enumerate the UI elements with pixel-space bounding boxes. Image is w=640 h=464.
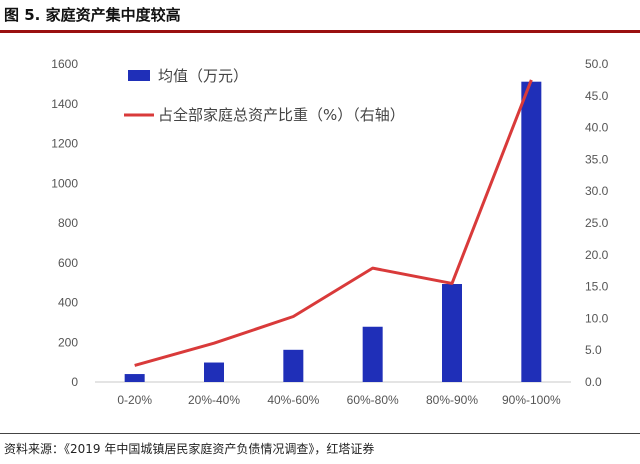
left-tick-label: 800 (58, 216, 78, 230)
x-tick-label: 60%-80% (347, 393, 399, 407)
bar (204, 362, 224, 382)
x-tick-label: 90%-100% (502, 393, 561, 407)
left-tick-label: 400 (58, 296, 78, 310)
figure-title: 图 5. 家庭资产集中度较高 (4, 6, 181, 24)
bar (283, 349, 304, 382)
share-line (134, 79, 533, 367)
right-tick-label: 5.0 (585, 343, 602, 357)
bar (442, 284, 462, 382)
x-tick-label: 40%-60% (267, 393, 319, 407)
x-tick-label: 80%-90% (426, 393, 478, 407)
title-rule (0, 30, 640, 33)
right-tick-label: 0.0 (585, 375, 602, 389)
right-tick-label: 35.0 (585, 152, 609, 166)
left-tick-label: 1400 (51, 97, 78, 111)
right-tick-label: 20.0 (585, 248, 609, 262)
right-axis: 0.0 5.0 10.0 15.0 20.0 25.0 30.0 35.0 40.0 45.0 50… (585, 57, 609, 389)
left-tick-label: 1200 (51, 137, 78, 151)
footer-rule (0, 433, 640, 434)
legend-bar-swatch (128, 70, 150, 81)
left-tick-label: 200 (58, 335, 78, 349)
right-tick-label: 15.0 (585, 280, 609, 294)
right-tick-label: 10.0 (585, 311, 609, 325)
bar-series (124, 81, 542, 382)
legend-bar-label: 均值（万元） (158, 67, 248, 85)
left-tick-label: 0 (71, 375, 78, 389)
right-tick-label: 50.0 (585, 57, 609, 71)
left-axis: 0 200 400 600 800 1000 1200 1400 1600 (51, 57, 78, 389)
left-tick-label: 1000 (51, 176, 78, 190)
bar (521, 81, 542, 382)
source-note: 资料来源：《2019 年中国城镇居民家庭资产负债情况调查》，红塔证券 (4, 442, 375, 456)
bar (124, 374, 145, 382)
x-tick-label: 20%-40% (188, 393, 240, 407)
legend: 均值（万元） 占全部家庭总资产比重（%）（右轴） (124, 67, 405, 124)
legend-line-label: 占全部家庭总资产比重（%）（右轴） (158, 106, 405, 124)
left-tick-label: 600 (58, 256, 78, 270)
bar (362, 326, 383, 382)
x-axis: 0-20% 20%-40% 40%-60% 60%-80% 80%-90% 90%-100… (117, 393, 561, 407)
right-tick-label: 25.0 (585, 216, 609, 230)
right-tick-label: 40.0 (585, 121, 609, 135)
left-tick-label: 1600 (51, 57, 78, 71)
chart: 0 200 400 600 800 1000 1200 1400 1600 0.0 5.0 10.0… (51, 57, 609, 407)
right-tick-label: 45.0 (585, 89, 609, 103)
x-tick-label: 0-20% (117, 393, 152, 407)
right-tick-label: 30.0 (585, 184, 609, 198)
